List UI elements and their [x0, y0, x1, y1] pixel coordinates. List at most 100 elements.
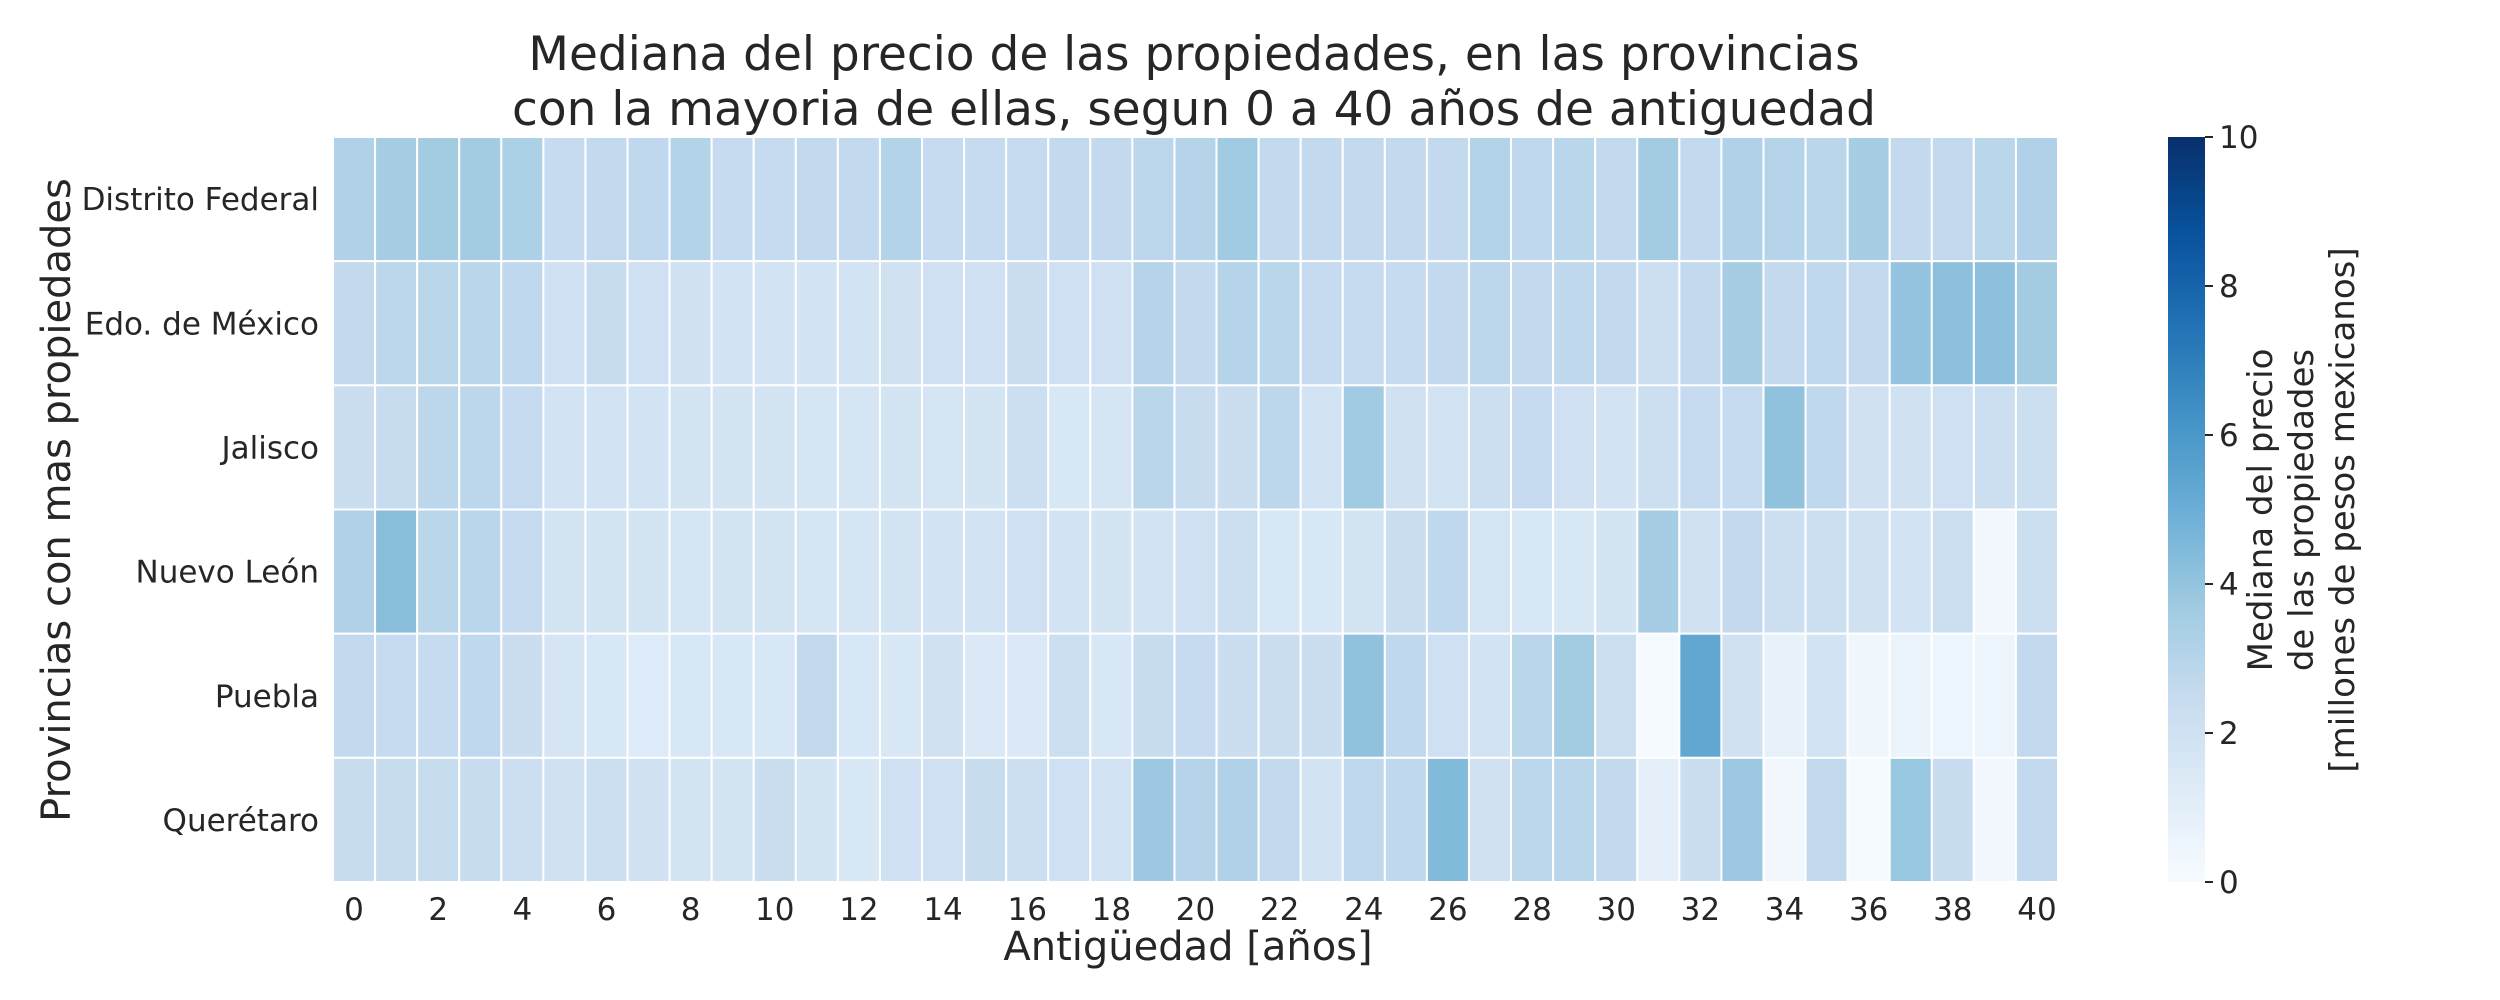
colorbar-tick-label: 4	[2219, 567, 2239, 603]
heatmap-cell	[878, 260, 924, 387]
heatmap-cell	[374, 384, 419, 511]
heatmap-cell	[1341, 136, 1386, 263]
heatmap-cell	[1257, 384, 1302, 511]
heatmap-cell	[1762, 632, 1807, 759]
heatmap-cell	[1215, 632, 1260, 759]
heatmap-cell	[416, 260, 461, 387]
heatmap-cell	[626, 632, 671, 759]
heatmap-cell	[1467, 384, 1513, 511]
heatmap-cell	[1257, 136, 1302, 263]
heatmap-cell	[584, 632, 629, 759]
heatmap-cell	[1425, 384, 1470, 511]
y-tick-label: Puebla	[215, 679, 319, 715]
x-tick-label: 0	[344, 892, 364, 928]
heatmap-cell	[374, 632, 419, 759]
x-tick-label: 38	[1933, 892, 1972, 928]
heatmap-cell	[1383, 756, 1428, 883]
heatmap-cell	[416, 756, 461, 883]
heatmap-cell	[836, 632, 881, 759]
y-tick-label: Distrito Federal	[82, 182, 319, 218]
x-tick-label: 20	[1176, 892, 1215, 928]
heatmap-cell	[710, 260, 755, 387]
heatmap-cell	[1636, 508, 1681, 635]
heatmap-cell	[2014, 136, 2060, 263]
x-tick-label: 10	[755, 892, 794, 928]
heatmap-cell	[1173, 508, 1218, 635]
heatmap-cell	[1383, 384, 1428, 511]
heatmap-cell	[1636, 384, 1681, 511]
heatmap-cell	[1005, 260, 1050, 387]
heatmap-cell	[878, 384, 924, 511]
heatmap-cell	[1257, 260, 1302, 387]
y-tick-label: Jalisco	[219, 430, 319, 466]
heatmap-cell	[878, 136, 924, 263]
heatmap-cell	[1762, 756, 1807, 883]
colorbar-label: Mediana del precio de las propiedades [m…	[2241, 247, 2363, 772]
y-axis-label: Provincias con mas propiedades	[34, 178, 80, 822]
heatmap-cell	[1552, 384, 1597, 511]
heatmap-cell	[1930, 756, 1975, 883]
heatmap-cell	[1510, 384, 1555, 511]
heatmap-cell	[836, 756, 881, 883]
heatmap-cell	[1846, 136, 1891, 263]
heatmap-cell	[1552, 508, 1597, 635]
heatmap-cell	[626, 136, 671, 263]
heatmap-cell	[1846, 756, 1891, 883]
heatmap-cell	[1257, 756, 1302, 883]
x-tick-label: 36	[1849, 892, 1888, 928]
heatmap-cell	[1804, 632, 1849, 759]
heatmap-cell	[1930, 384, 1975, 511]
heatmap-cell	[416, 508, 461, 635]
heatmap-cell	[1678, 508, 1723, 635]
heatmap-cell	[1005, 632, 1050, 759]
heatmap-cell	[1425, 260, 1470, 387]
heatmap-cell	[1383, 632, 1428, 759]
heatmap-cell	[2014, 384, 2060, 511]
heatmap-cell	[1888, 136, 1933, 263]
heatmap-cell	[1299, 632, 1344, 759]
heatmap-cell	[1467, 756, 1513, 883]
heatmap-cell	[1678, 260, 1723, 387]
heatmap-cell	[921, 136, 966, 263]
heatmap-cell	[836, 260, 881, 387]
heatmap-cell	[1257, 508, 1302, 635]
heatmap-cell	[1299, 260, 1344, 387]
colorbar-tick-label: 6	[2219, 418, 2239, 454]
colorbar-tick-label: 8	[2219, 269, 2239, 305]
heatmap-cell	[921, 632, 966, 759]
heatmap-cell	[1047, 384, 1092, 511]
colorbar-tick-label: 10	[2219, 120, 2258, 156]
heatmap-cell	[1467, 136, 1513, 263]
heatmap-cell	[584, 384, 629, 511]
heatmap-cell	[2014, 260, 2060, 387]
heatmap-cell	[1888, 756, 1933, 883]
heatmap-cell	[332, 260, 377, 387]
heatmap-cell	[1089, 260, 1134, 387]
heatmap-cell	[878, 756, 924, 883]
heatmap-cell	[1131, 632, 1176, 759]
heatmap-cell	[1972, 756, 2017, 883]
heatmap-cell	[794, 384, 839, 511]
x-tick-label: 24	[1344, 892, 1383, 928]
heatmap-cell	[668, 384, 713, 511]
heatmap-cell	[668, 260, 713, 387]
heatmap-cell	[794, 756, 839, 883]
colorbar-tick-label: 0	[2219, 865, 2239, 901]
heatmap-cell	[1930, 508, 1975, 635]
heatmap-cell	[374, 260, 419, 387]
x-tick-label: 26	[1428, 892, 1467, 928]
heatmap-cell	[1425, 508, 1470, 635]
heatmap-cell	[1720, 260, 1765, 387]
colorbar-ticks: 0 2 4 6 8 10	[2205, 120, 2258, 901]
heatmap-cell	[1594, 384, 1639, 511]
heatmap-cell	[921, 756, 966, 883]
heatmap-cell	[668, 632, 713, 759]
heatmap-cell	[1804, 136, 1849, 263]
heatmap-cell	[1888, 260, 1933, 387]
heatmap-cell	[1131, 384, 1176, 511]
heatmap-cell	[500, 632, 545, 759]
heatmap-cell	[710, 136, 755, 263]
heatmap-cell	[1510, 508, 1555, 635]
heatmap-cell	[752, 136, 797, 263]
heatmap-cell	[416, 632, 461, 759]
